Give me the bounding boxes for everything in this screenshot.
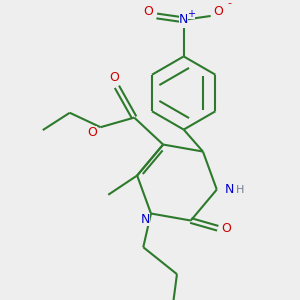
Text: N: N (224, 183, 234, 196)
Text: O: O (87, 125, 97, 139)
Text: O: O (221, 222, 231, 235)
Text: +: + (188, 9, 195, 19)
Text: -: - (228, 0, 232, 8)
Text: O: O (109, 70, 119, 84)
Text: N: N (179, 13, 188, 26)
Text: H: H (236, 184, 244, 195)
Text: O: O (213, 5, 223, 18)
Text: O: O (143, 5, 153, 18)
Text: N: N (140, 213, 150, 226)
